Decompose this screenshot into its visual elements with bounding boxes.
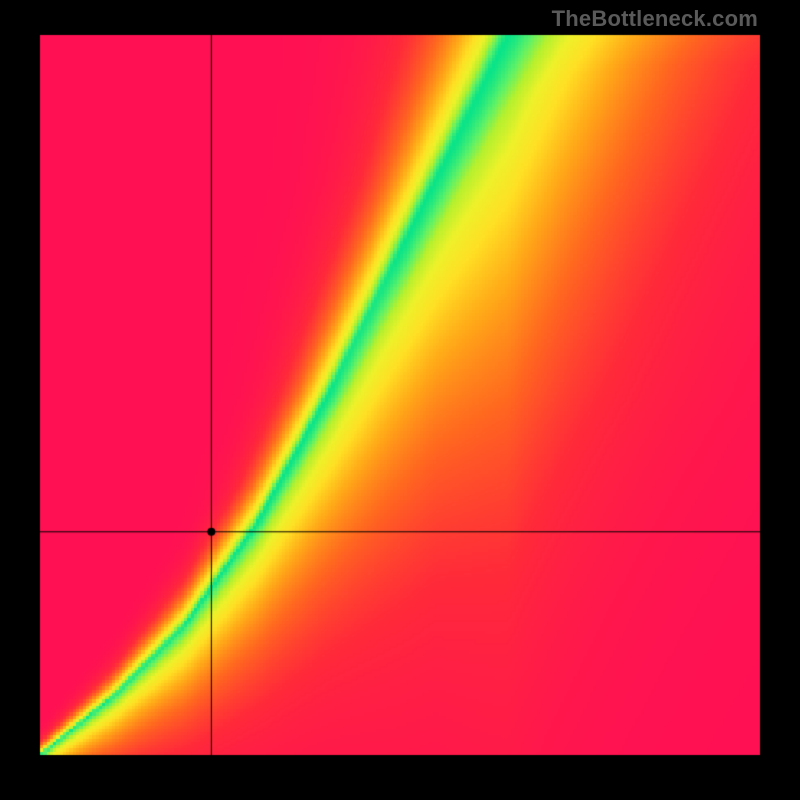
watermark-text: TheBottleneck.com [552,6,758,32]
bottleneck-heatmap [0,0,800,800]
